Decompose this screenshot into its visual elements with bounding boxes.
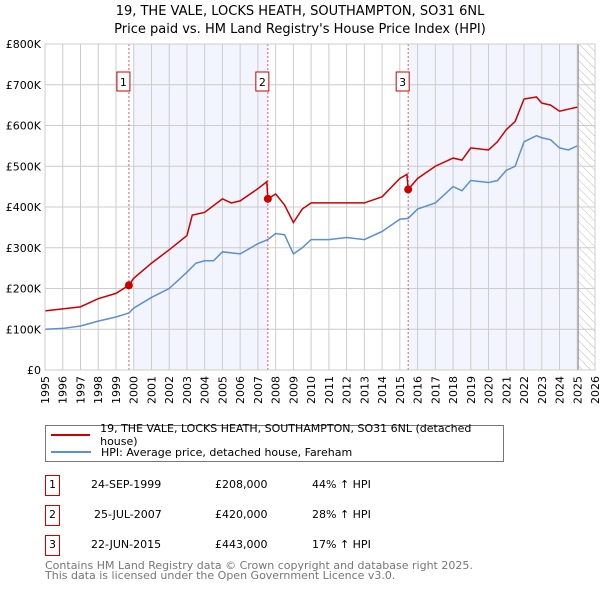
legend-item-hpi: HPI: Average price, detached house, Fare…	[46, 444, 352, 460]
sale-point	[263, 194, 272, 203]
plot-frame	[44, 43, 596, 371]
x-tick-label: 2009	[287, 376, 300, 404]
sale-marker-label: 2	[259, 76, 266, 89]
x-tick-label: 1997	[74, 376, 87, 404]
sale-marker-badge	[395, 71, 410, 92]
series-line	[44, 134, 578, 330]
x-tick-label: 2014	[376, 376, 389, 404]
x-tick-label: 1996	[57, 376, 70, 404]
y-tick-label: £400K	[6, 201, 42, 214]
x-tick-label: 2019	[465, 376, 478, 404]
sale-marker-badge	[255, 71, 270, 92]
x-tick-label: 2016	[412, 376, 425, 404]
x-tick-label: 2012	[341, 376, 354, 404]
y-tick-label: £0	[27, 364, 41, 377]
sale-price: £208,000	[215, 478, 268, 491]
x-tick-label: 2010	[305, 376, 318, 404]
sale-date: 25-JUL-2007	[94, 508, 162, 521]
x-tick-label: 2005	[216, 376, 229, 404]
footer: Contains HM Land Registry data © Crown c…	[45, 559, 473, 582]
sale-badge: 1	[45, 475, 60, 496]
x-tick-label: 2022	[518, 376, 531, 404]
x-tick-label: 2013	[358, 376, 371, 404]
sale-price: £443,000	[215, 538, 268, 551]
x-tick-label: 2004	[199, 376, 212, 404]
sale-row: 3 22-JUN-2015 £443,000 17% ↑ HPI	[45, 535, 545, 556]
y-tick-label: £700K	[6, 79, 42, 92]
price-chart: 1995 1996 1997 1998 1999 2000 2001 2002 2003 2004…	[6, 38, 600, 404]
x-tick-label: 1998	[92, 376, 105, 404]
sale-point	[124, 281, 133, 290]
x-tick-label: 1995	[39, 376, 52, 404]
x-tick-label: 2015	[394, 376, 407, 404]
y-tick-label: £100K	[6, 323, 42, 336]
sale-date: 24-SEP-1999	[91, 478, 162, 491]
x-tick-label: 2000	[128, 376, 141, 404]
sale-row: 1 24-SEP-1999 £208,000 44% ↑ HPI	[45, 475, 545, 496]
x-tick-label: 2020	[483, 376, 496, 404]
x-tick-label: 2018	[447, 376, 460, 404]
x-tick-label: 2001	[145, 376, 158, 404]
chart-subtitle: Price paid vs. HM Land Registry's House …	[114, 22, 486, 37]
x-tick-label: 2024	[554, 376, 567, 404]
x-tick-label: 2002	[163, 376, 176, 404]
x-tick-label: 2008	[270, 376, 283, 404]
sale-price: £420,000	[215, 508, 268, 521]
legend-swatch-blue	[51, 451, 91, 453]
x-tick-label: 2006	[234, 376, 247, 404]
x-tick-label: 2021	[500, 376, 513, 404]
x-tick-label: 2026	[589, 376, 600, 404]
legend-swatch-red	[51, 434, 91, 436]
series-line	[44, 96, 578, 312]
footer-copyright: Contains HM Land Registry data © Crown c…	[45, 559, 473, 572]
y-tick-label: £300K	[6, 242, 42, 255]
y-tick-label: £600K	[6, 120, 42, 133]
x-tick-label: 1999	[110, 376, 123, 404]
x-tick-label: 2007	[252, 376, 265, 404]
x-tick-label: 2011	[323, 376, 336, 404]
x-tick-label: 2023	[536, 376, 549, 404]
y-tick-label: £800K	[6, 38, 42, 51]
sale-row: 2 25-JUL-2007 £420,000 28% ↑ HPI	[45, 505, 545, 526]
x-tick-label: 2017	[429, 376, 442, 404]
chart-title: 19, THE VALE, LOCKS HEATH, SOUTHAMPTON, …	[115, 4, 485, 19]
x-tick-label: 2025	[571, 376, 584, 404]
y-tick-label: £200K	[6, 283, 42, 296]
footer-licence: This data is licensed under the Open Gov…	[45, 569, 396, 582]
sale-marker-label: 1	[120, 76, 127, 89]
y-tick-label: £500K	[6, 160, 42, 173]
sale-date: 22-JUN-2015	[91, 538, 162, 551]
legend: 19, THE VALE, LOCKS HEATH, SOUTHAMPTON, …	[45, 422, 504, 462]
sale-point	[404, 185, 413, 194]
sale-hpi: 28% ↑ HPI	[312, 508, 371, 521]
sale-hpi: 17% ↑ HPI	[312, 538, 371, 551]
legend-label: 19, THE VALE, LOCKS HEATH, SOUTHAMPTON, …	[100, 422, 472, 448]
sale-hpi: 44% ↑ HPI	[312, 478, 371, 491]
sale-marker-badge	[116, 71, 131, 92]
legend-item-property: 19, THE VALE, LOCKS HEATH, SOUTHAMPTON, …	[46, 422, 503, 448]
sale-marker-label: 3	[399, 76, 406, 89]
sale-badge: 3	[45, 535, 60, 556]
x-tick-label: 2003	[181, 376, 194, 404]
legend-label: HPI: Average price, detached house, Fare…	[101, 445, 353, 459]
sale-badge: 2	[45, 505, 60, 526]
